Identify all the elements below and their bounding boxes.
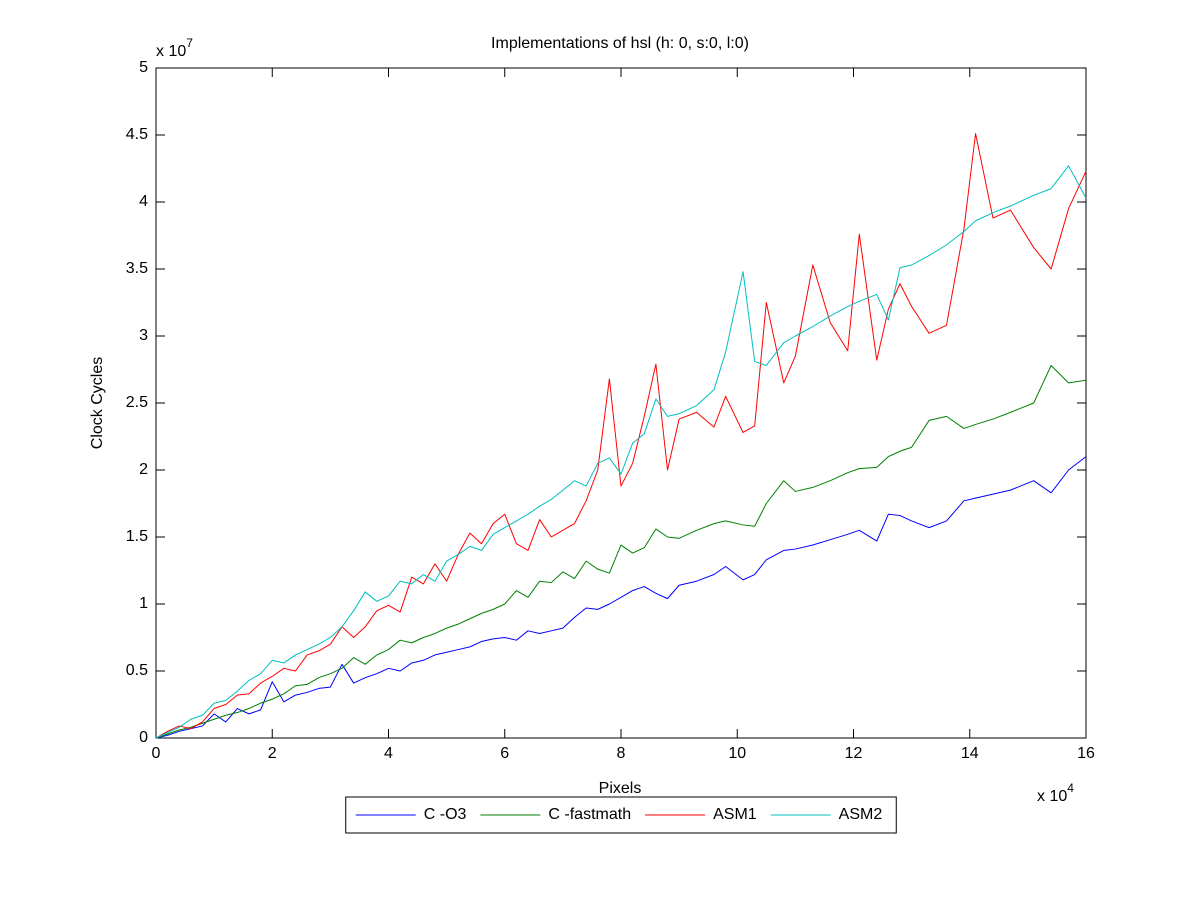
legend-label: C -O3 [424, 806, 467, 823]
y-tick-label: 2 [139, 461, 148, 478]
x-multiplier-exponent: 4 [1067, 781, 1074, 795]
y-axis-label: Clock Cycles [89, 357, 106, 449]
y-tick-label: 5 [139, 59, 148, 76]
series-line [155, 133, 1087, 739]
y-tick-label: 2.5 [126, 394, 148, 411]
y-tick-label: 4.5 [126, 126, 148, 143]
series-line [155, 456, 1087, 739]
legend-label: ASM2 [839, 806, 883, 823]
y-multiplier: x 107 [156, 36, 193, 60]
y-multiplier-exponent: 7 [186, 36, 193, 50]
x-tick-label: 0 [152, 745, 161, 762]
y-tick-label: 3 [139, 327, 148, 344]
x-tick-label: 12 [845, 745, 863, 762]
x-tick-label: 2 [268, 745, 277, 762]
x-tick-label: 14 [961, 745, 979, 762]
x-tick-label: 10 [728, 745, 746, 762]
legend-label: C -fastmath [548, 806, 631, 823]
x-tick-label: 4 [384, 745, 393, 762]
x-tick-label: 6 [500, 745, 509, 762]
y-tick-label: 3.5 [126, 260, 148, 277]
y-tick-label: 1.5 [126, 528, 148, 545]
x-tick-label: 8 [617, 745, 626, 762]
plot-area [155, 67, 1087, 739]
x-axis-label: Pixels [599, 780, 642, 797]
legend-label: ASM1 [713, 806, 757, 823]
y-tick-label: 1 [139, 595, 148, 612]
y-tick-label: 0.5 [126, 662, 148, 679]
x-multiplier: x 104 [1037, 781, 1074, 805]
series-line [155, 165, 1087, 739]
chart-title: Implementations of hsl (h: 0, s:0, l:0) [491, 35, 749, 52]
x-multiplier-base: x 10 [1037, 788, 1067, 805]
y-tick-label: 4 [139, 193, 148, 210]
legend: C -O3 C -fastmath ASM1 ASM2 [345, 796, 897, 834]
x-tick-label: 16 [1077, 745, 1095, 762]
y-tick-label: 0 [139, 729, 148, 746]
series-line [155, 364, 1087, 739]
y-multiplier-base: x 10 [156, 43, 186, 60]
